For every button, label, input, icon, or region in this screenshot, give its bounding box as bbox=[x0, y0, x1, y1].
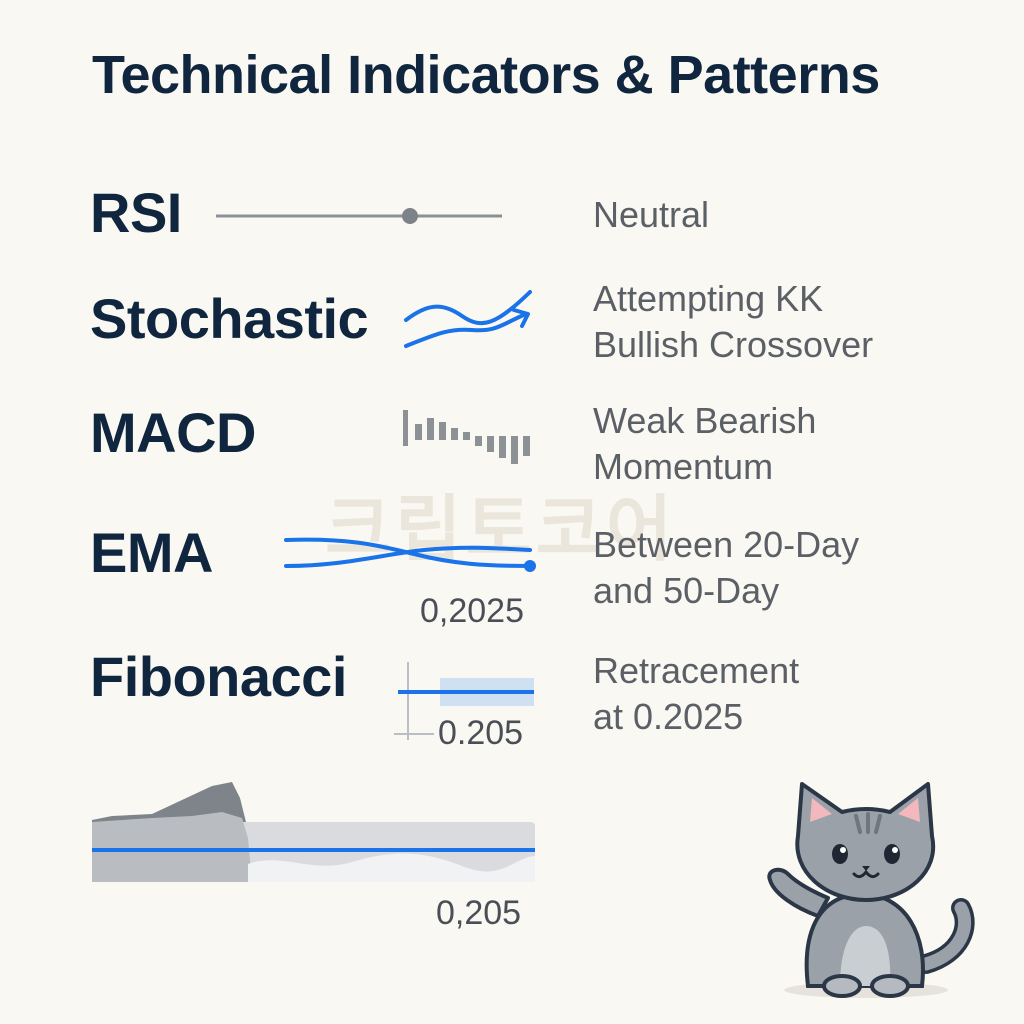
histogram-bars-icon bbox=[403, 410, 530, 464]
area-chart bbox=[92, 782, 535, 882]
indicator-name-rsi: RSI bbox=[90, 181, 182, 244]
waving-cat-icon bbox=[767, 782, 975, 998]
indicator-status-stochastic: Attempting KK Bullish Crossover bbox=[593, 278, 874, 365]
indicator-name-fibonacci: Fibonacci bbox=[90, 645, 347, 708]
ema-value-label: 0,2025 bbox=[420, 592, 524, 630]
slider-line-icon bbox=[216, 208, 502, 224]
area-chart-value-label: 0,205 bbox=[436, 894, 522, 932]
indicator-status-fibonacci: Retracement at 0.2025 bbox=[593, 650, 800, 737]
retracement-band-icon bbox=[394, 662, 534, 740]
indicator-status-ema: Between 20-Day and 50-Day bbox=[593, 524, 860, 611]
fibonacci-value-label: 0.205 bbox=[438, 714, 524, 752]
crossing-waves-arrow-icon bbox=[404, 290, 532, 348]
indicator-status-macd: Weak Bearish Momentum bbox=[593, 400, 817, 487]
crossing-lines-icon bbox=[284, 537, 536, 572]
indicator-name-macd: MACD bbox=[90, 401, 256, 464]
page-title: Technical Indicators & Patterns bbox=[92, 45, 880, 105]
indicator-status-rsi: Neutral bbox=[593, 194, 710, 235]
indicator-name-ema: EMA bbox=[90, 521, 213, 584]
indicator-name-stochastic: Stochastic bbox=[90, 287, 369, 350]
